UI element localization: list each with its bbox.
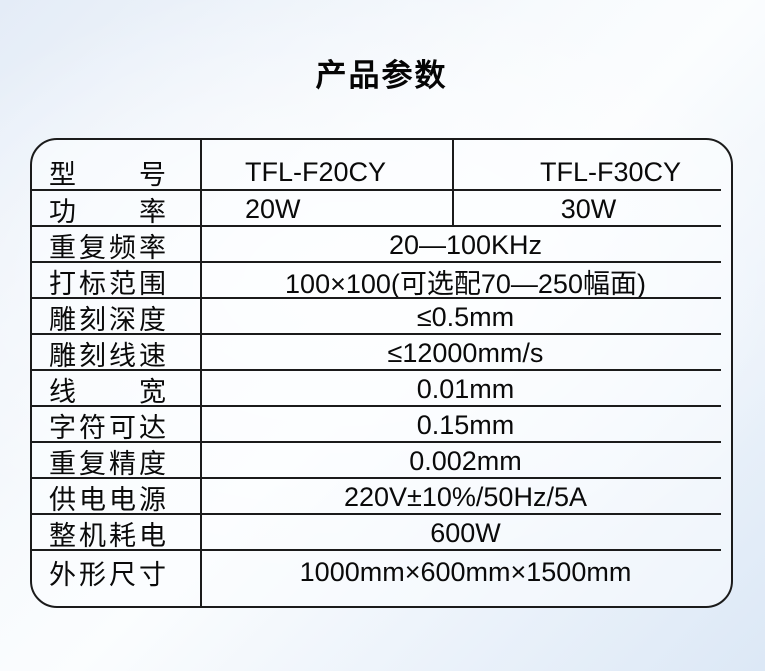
model-column-divider	[452, 140, 454, 227]
table-row-power-supply: 供电电源 220V±10%/50Hz/5A	[32, 479, 731, 515]
row-value: 20—100KHz	[388, 229, 543, 260]
row-label: 线 宽	[49, 376, 169, 407]
row-label: 供电电源	[49, 484, 169, 515]
page-title: 产品参数	[315, 58, 448, 93]
row-label: 雕刻深度	[49, 304, 169, 335]
row-value: 600W	[430, 517, 501, 548]
row-label: 重复频率	[49, 232, 169, 263]
spec-table: 型 号 TFL-F20CY TFL-F30CY 功 率 20W 30W 重复频率…	[30, 138, 733, 608]
row-label: 外形尺寸	[49, 560, 169, 590]
label-column-divider	[200, 140, 202, 606]
row-label: 重复精度	[49, 448, 169, 479]
row-label: 整机耗电	[49, 520, 169, 551]
row-value: 100×100(可选配70—250幅面)	[285, 268, 646, 299]
table-row-dimensions: 外形尺寸 1000mm×600mm×1500mm	[32, 551, 731, 606]
table-row-model: 型 号 TFL-F20CY TFL-F30CY	[32, 140, 731, 191]
model-f20-value: TFL-F20CY	[245, 157, 387, 187]
row-value: 0.15mm	[416, 409, 515, 440]
table-row-engraving-speed: 雕刻线速 ≤12000mm/s	[32, 335, 731, 371]
table-row-repeat-precision: 重复精度 0.002mm	[32, 443, 731, 479]
row-value: 220V±10%/50Hz/5A	[344, 481, 587, 512]
row-value: 0.01mm	[416, 373, 515, 404]
row-value: 0.002mm	[409, 445, 522, 476]
row-label: 打标范围	[49, 268, 169, 299]
power-f20-value: 20W	[245, 193, 301, 224]
row-value: 1000mm×600mm×1500mm	[299, 557, 632, 587]
row-label: 字符可达	[49, 412, 169, 443]
row-label: 功 率	[49, 196, 169, 227]
row-label: 型 号	[49, 160, 169, 190]
row-value: ≤0.5mm	[416, 301, 515, 332]
row-label: 雕刻线速	[49, 340, 169, 371]
table-row-marking-range: 打标范围 100×100(可选配70—250幅面)	[32, 263, 731, 299]
power-f30-value: 30W	[560, 193, 617, 224]
table-row-line-width: 线 宽 0.01mm	[32, 371, 731, 407]
model-f30-value: TFL-F30CY	[539, 157, 681, 187]
table-row-repeat-frequency: 重复频率 20—100KHz	[32, 227, 731, 263]
table-row-power-consumption: 整机耗电 600W	[32, 515, 731, 551]
table-row-min-character: 字符可达 0.15mm	[32, 407, 731, 443]
table-row-engraving-depth: 雕刻深度 ≤0.5mm	[32, 299, 731, 335]
spec-table-rows: 型 号 TFL-F20CY TFL-F30CY 功 率 20W 30W 重复频率…	[32, 140, 731, 606]
table-row-power: 功 率 20W 30W	[32, 191, 731, 227]
row-value: ≤12000mm/s	[387, 337, 544, 368]
